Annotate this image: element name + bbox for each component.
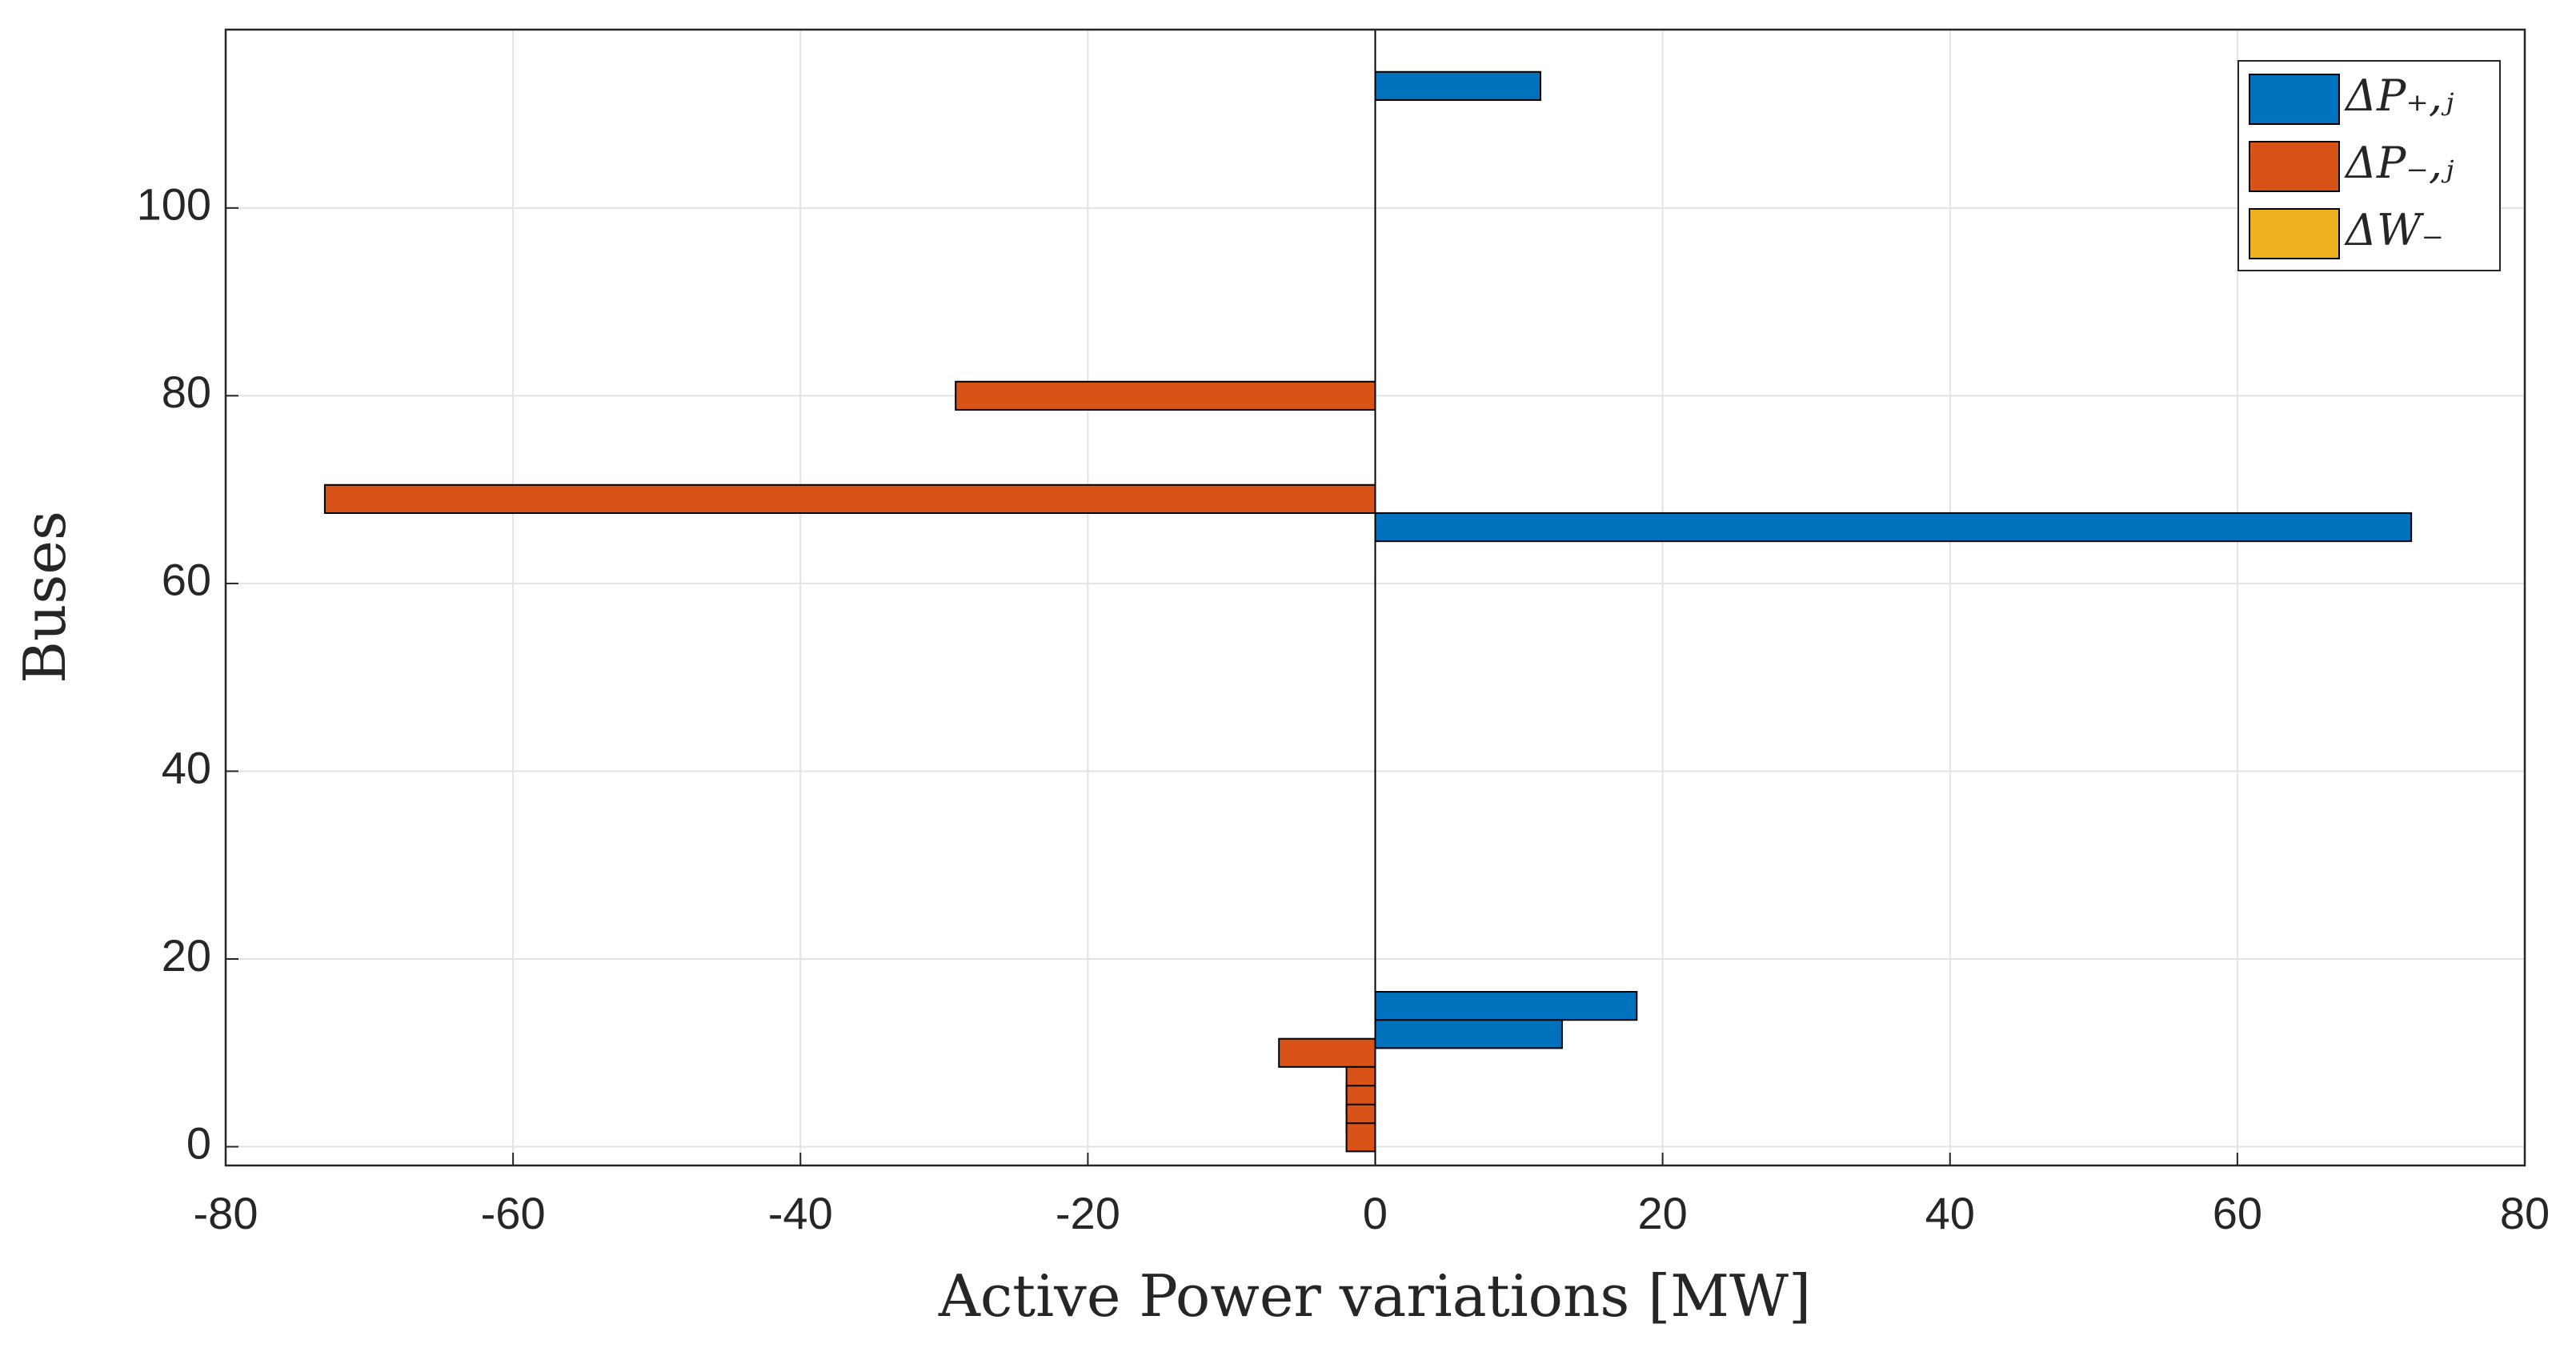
bar [1374, 512, 2413, 543]
legend-label: ΔW₋ [2344, 205, 2444, 255]
bar [1374, 1019, 1563, 1049]
x-tick-label: 0 [1363, 1188, 1388, 1238]
bar [1345, 1122, 1376, 1153]
bar [1374, 991, 1638, 1021]
y-tick-label: 80 [162, 367, 211, 417]
y-tick-label: 20 [162, 930, 211, 981]
x-axis-label: Active Power variations [MW] [938, 1262, 1811, 1330]
x-tick-label: -40 [768, 1188, 833, 1238]
legend-swatch [2249, 208, 2340, 259]
legend-swatch [2249, 141, 2340, 192]
legend-swatch [2249, 74, 2340, 125]
x-tick-label: -20 [1056, 1188, 1120, 1238]
bar [1374, 70, 1541, 101]
plot-frame [224, 28, 2526, 1167]
y-axis-label: Buses [11, 511, 78, 684]
x-tick-label: 60 [2213, 1188, 2262, 1238]
x-tick-label: 20 [1637, 1188, 1687, 1238]
y-tick-label: 60 [162, 555, 211, 605]
legend-label: ΔP₋,ⱼ [2344, 138, 2454, 188]
x-tick-label: -60 [481, 1188, 546, 1238]
bar [955, 380, 1376, 411]
x-tick-label: -80 [194, 1188, 258, 1238]
y-tick-label: 0 [186, 1117, 211, 1168]
legend-label: ΔP₊,ⱼ [2344, 70, 2454, 121]
x-tick-label: 40 [1925, 1188, 1975, 1238]
bar [1278, 1037, 1376, 1068]
bar [323, 483, 1376, 514]
y-tick-label: 40 [162, 742, 211, 792]
x-tick-label: 80 [2500, 1188, 2550, 1238]
y-tick-label: 100 [137, 179, 211, 230]
